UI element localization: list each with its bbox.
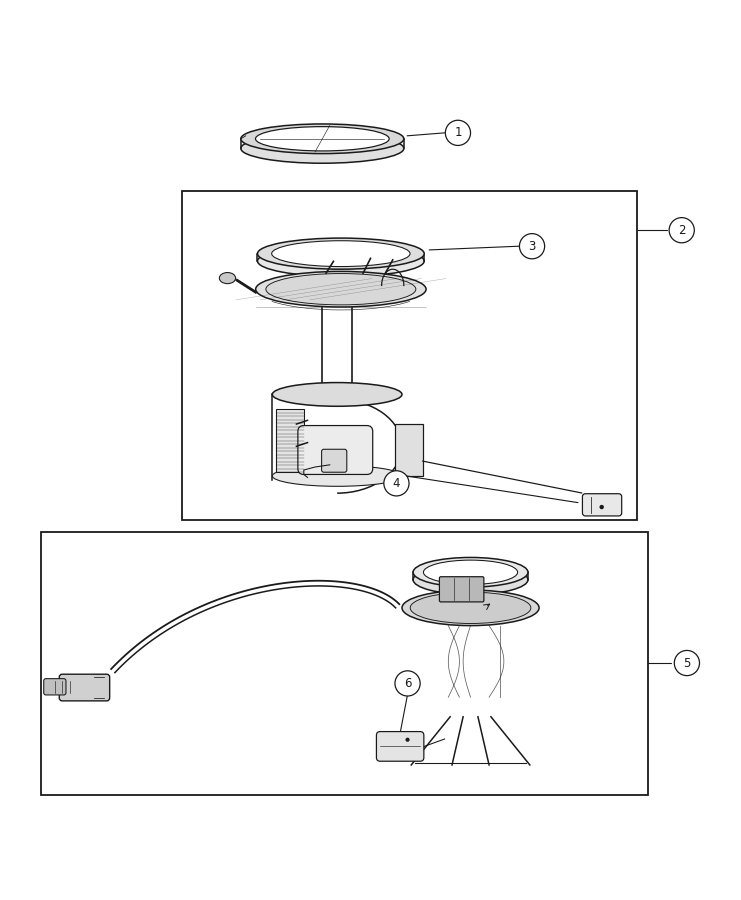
- FancyBboxPatch shape: [298, 426, 373, 474]
- Circle shape: [674, 651, 700, 676]
- Ellipse shape: [266, 274, 416, 305]
- FancyBboxPatch shape: [322, 449, 347, 473]
- Circle shape: [599, 505, 604, 509]
- Circle shape: [519, 234, 545, 259]
- Ellipse shape: [258, 246, 424, 276]
- FancyBboxPatch shape: [44, 679, 66, 695]
- Ellipse shape: [241, 124, 404, 154]
- Circle shape: [395, 670, 420, 696]
- Ellipse shape: [402, 590, 539, 625]
- Ellipse shape: [273, 465, 402, 486]
- Ellipse shape: [256, 272, 426, 307]
- Ellipse shape: [411, 592, 531, 624]
- Ellipse shape: [413, 557, 528, 587]
- FancyBboxPatch shape: [59, 674, 110, 701]
- FancyBboxPatch shape: [276, 410, 304, 472]
- Text: 5: 5: [683, 656, 691, 670]
- Ellipse shape: [413, 565, 528, 595]
- Text: 1: 1: [454, 126, 462, 140]
- Ellipse shape: [423, 560, 518, 584]
- Text: 2: 2: [678, 224, 685, 237]
- Ellipse shape: [258, 238, 424, 269]
- Circle shape: [405, 738, 410, 742]
- FancyBboxPatch shape: [376, 732, 424, 761]
- Text: 4: 4: [393, 477, 400, 490]
- Bar: [182, 191, 637, 520]
- Circle shape: [384, 471, 409, 496]
- Ellipse shape: [256, 127, 389, 151]
- Ellipse shape: [219, 273, 236, 284]
- Text: 6: 6: [404, 677, 411, 690]
- Text: 3: 3: [528, 239, 536, 253]
- FancyBboxPatch shape: [394, 424, 422, 476]
- Ellipse shape: [272, 240, 410, 266]
- FancyBboxPatch shape: [582, 494, 622, 516]
- Ellipse shape: [241, 133, 404, 163]
- FancyBboxPatch shape: [439, 577, 484, 602]
- Ellipse shape: [273, 382, 402, 406]
- Bar: [41, 532, 648, 795]
- Circle shape: [445, 121, 471, 146]
- Circle shape: [669, 218, 694, 243]
